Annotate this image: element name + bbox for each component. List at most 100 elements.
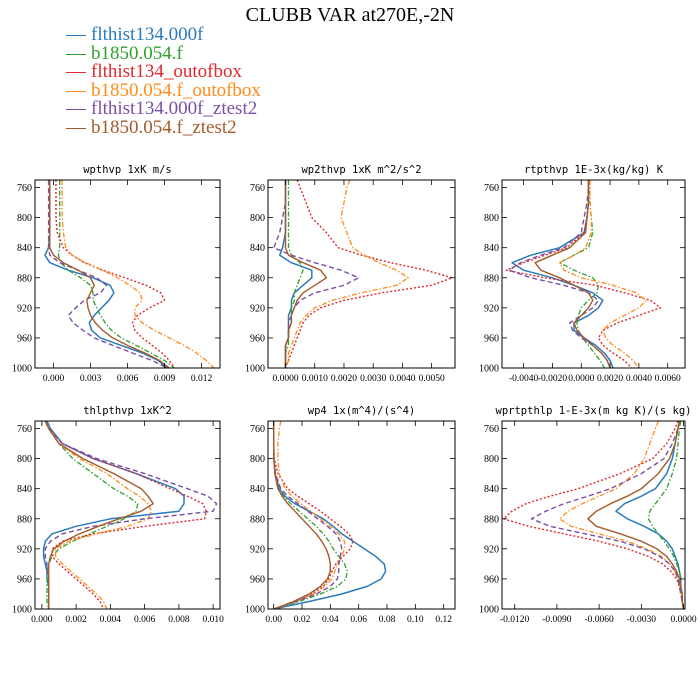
y-tick-label: 1000 <box>12 605 32 616</box>
y-tick-label: 880 <box>17 514 32 525</box>
y-tick-label: 840 <box>484 484 499 495</box>
x-tick-label: 0.0010 <box>302 374 328 384</box>
legend-label: b1850.054.f <box>91 42 183 64</box>
y-tick-label: 960 <box>250 333 265 344</box>
series-line <box>44 421 218 609</box>
x-tick-label: -0.0040 <box>509 374 539 384</box>
x-tick-label: 0.00 <box>265 615 282 625</box>
series-line <box>49 180 170 368</box>
series-line <box>44 180 168 368</box>
x-tick-label: 0.006 <box>117 374 139 384</box>
series-line <box>558 180 605 368</box>
y-tick-label: 760 <box>250 424 265 435</box>
x-tick-label: -0.0060 <box>584 615 614 625</box>
y-tick-label: 840 <box>17 243 32 254</box>
y-tick-label: 840 <box>250 243 265 254</box>
series-line <box>284 180 328 368</box>
series-line <box>647 421 685 609</box>
chart-panel: wpthvp 1xK m/s 760 800 840 880 920 960 1000 0.00… <box>12 164 221 384</box>
chart-panel: wp4 1x(m^4)/(s^4)76080084088092096010000… <box>245 405 456 625</box>
plot-frame <box>34 420 221 610</box>
series-line <box>273 421 343 609</box>
y-tick-label: 880 <box>250 514 265 525</box>
x-tick-label: 0.0040 <box>389 374 415 384</box>
y-tick-label: 840 <box>17 484 32 495</box>
plot-frame <box>501 420 686 610</box>
series-line <box>508 180 611 368</box>
series-line <box>55 180 175 368</box>
y-tick-label: 760 <box>484 183 499 194</box>
series-line <box>587 421 685 609</box>
x-tick-label: -0.0020 <box>538 374 568 384</box>
x-tick-label: 0.04 <box>322 615 339 625</box>
x-tick-label: 0.10 <box>407 615 424 625</box>
series-line <box>57 180 175 368</box>
series-line <box>273 421 346 609</box>
x-tick-label: 0.006 <box>134 615 156 625</box>
x-tick-label: 0.003 <box>80 374 102 384</box>
series-line <box>284 180 304 368</box>
y-tick-label: 800 <box>17 213 32 224</box>
series-group <box>272 421 387 609</box>
panel-title: wpthvp 1xK m/s <box>83 164 172 176</box>
y-tick-label: 800 <box>250 454 265 465</box>
panel-title: wprtpthlp 1-E-3x(m kg K)/(s kg) <box>496 405 692 417</box>
chart-panel: wp2thvp 1xK m^2/s^2 760 800 840 880 920 960 100… <box>245 164 456 384</box>
y-tick-label: 880 <box>17 273 32 284</box>
x-tick-label: 0.008 <box>168 615 190 625</box>
y-tick-label: 960 <box>250 574 265 585</box>
panel-title: wp2thvp 1xK m^2/s^2 <box>301 164 421 176</box>
x-tick-label: -0.0030 <box>627 615 657 625</box>
y-tick-label: 1000 <box>12 364 32 375</box>
y-tick-label: 920 <box>250 544 265 555</box>
series-line <box>273 421 348 609</box>
series-group <box>44 180 215 368</box>
panel-title: thlpthvp 1xK^2 <box>83 405 172 417</box>
y-tick-label: 960 <box>484 333 499 344</box>
panel-title: wp4 1x(m^4)/(s^4) <box>308 405 415 417</box>
y-tick-label: 920 <box>484 544 499 555</box>
series-line <box>284 180 453 368</box>
x-tick-label: 0.0040 <box>626 374 652 384</box>
legend-label: flthist134_outofbox <box>91 61 242 83</box>
x-tick-label: 0.002 <box>65 615 87 625</box>
series-line <box>44 421 154 609</box>
y-tick-label: 760 <box>17 424 32 435</box>
x-tick-label: 0.12 <box>435 615 452 625</box>
x-tick-label: 0.009 <box>154 374 176 384</box>
series-line <box>61 180 215 368</box>
y-tick-label: 800 <box>484 454 499 465</box>
series-line <box>502 421 685 609</box>
panel-title: rtpthvp 1E-3x(kg/kg) K <box>524 164 664 176</box>
series-line <box>273 421 354 609</box>
x-tick-label: 0.02 <box>294 615 311 625</box>
y-tick-label: 960 <box>484 574 499 585</box>
x-tick-label: 0.0020 <box>597 374 623 384</box>
series-group <box>505 180 662 368</box>
series-line <box>44 421 139 609</box>
series-line <box>558 180 647 368</box>
x-tick-label: 0.000 <box>43 374 65 384</box>
series-line <box>284 180 409 368</box>
series-group <box>273 180 453 368</box>
y-tick-label: 760 <box>484 424 499 435</box>
y-tick-label: 920 <box>484 303 499 314</box>
y-tick-label: 920 <box>250 303 265 314</box>
x-tick-label: 0.0000 <box>568 374 594 384</box>
y-tick-label: 1000 <box>245 364 265 375</box>
x-tick-label: 0.08 <box>379 615 396 625</box>
legend-swatch <box>66 35 86 36</box>
y-tick-label: 960 <box>17 333 32 344</box>
x-tick-label: 0.0060 <box>655 374 681 384</box>
x-tick-label: 0.010 <box>202 615 224 625</box>
legend-label: b1850.054.f_outofbox <box>91 79 261 101</box>
legend-swatch <box>66 127 86 129</box>
series-line <box>530 421 685 609</box>
y-tick-label: 1000 <box>245 605 265 616</box>
y-tick-label: 880 <box>484 514 499 525</box>
x-tick-label: 0.0000 <box>671 615 697 625</box>
plot-frame <box>501 179 686 369</box>
series-group <box>502 421 685 609</box>
series-line <box>47 180 168 368</box>
